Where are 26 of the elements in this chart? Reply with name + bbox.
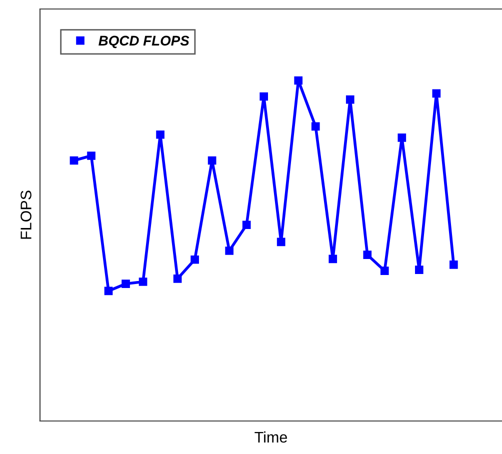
point	[173, 274, 182, 283]
point	[104, 286, 113, 296]
point	[190, 255, 199, 264]
point	[432, 89, 441, 98]
point	[380, 266, 389, 276]
point	[225, 246, 234, 255]
x-axis-title: Time	[254, 431, 288, 443]
point	[138, 278, 148, 286]
point	[346, 95, 354, 104]
point	[294, 76, 303, 85]
point	[260, 92, 268, 101]
point	[70, 156, 78, 165]
legend-label: BQCD FLOPS	[98, 36, 190, 48]
point	[363, 250, 372, 260]
point	[87, 152, 96, 160]
point	[242, 220, 251, 230]
point	[414, 266, 424, 274]
point	[122, 280, 130, 288]
point	[398, 134, 406, 142]
y-axis-title: FLOPS	[20, 190, 32, 239]
point	[208, 156, 216, 165]
point	[276, 238, 286, 246]
point	[156, 130, 164, 139]
point	[450, 260, 458, 269]
point	[328, 254, 338, 264]
point	[311, 122, 320, 131]
